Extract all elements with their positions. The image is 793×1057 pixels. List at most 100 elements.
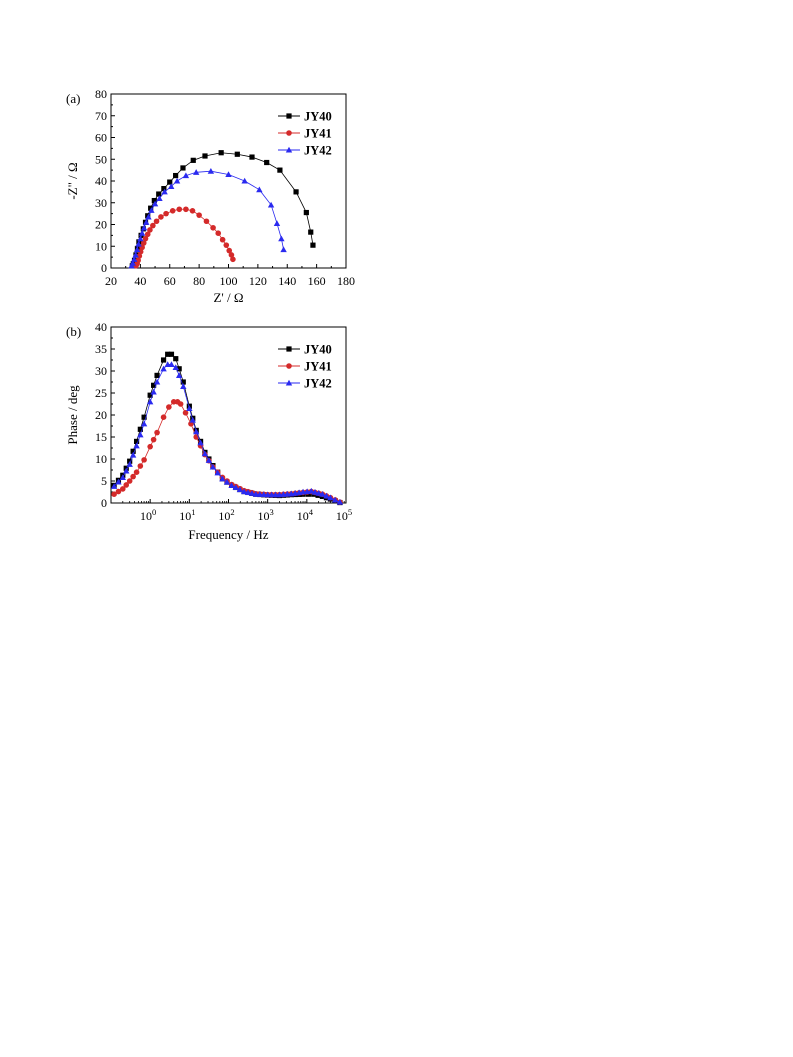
x-tick-label: 160 [308,274,326,288]
series-line-jy40 [131,152,314,266]
series-jy40 [129,150,316,269]
data-point [133,442,140,449]
data-point [141,414,147,420]
x-tick-label: 104 [297,507,314,523]
data-point [230,256,236,263]
data-point [277,167,283,173]
data-point [135,240,142,247]
x-tick-label: 140 [278,274,296,288]
data-point [137,426,143,432]
data-point [214,469,221,476]
data-point [267,201,275,208]
data-point [150,388,157,395]
x-tick-label: 120 [249,274,267,288]
data-point [115,478,122,485]
data-point [223,478,231,485]
data-point [140,224,148,231]
data-point [183,206,189,213]
data-point [219,236,226,243]
data-point [202,153,208,159]
x-tick-label: 180 [337,274,355,288]
data-point [193,428,200,435]
data-point [119,486,126,492]
data-point [146,398,154,405]
y-tick-label: 80 [95,87,107,101]
data-point [133,438,140,444]
data-point [203,218,210,225]
data-point [119,474,126,481]
data-point [240,488,248,495]
x-tick-label: 105 [336,507,352,523]
data-point [137,431,144,438]
y-tick-label: 70 [95,109,107,123]
data-point [173,177,181,184]
panel-a-y-axis-label: -Z" / Ω [65,162,80,199]
panel-a-series [128,150,316,269]
data-point [140,240,147,246]
panel-b-y-axis-label: Phase / deg [65,385,80,445]
y-tick-label: 25 [95,386,107,400]
panel-a-legend: JY40 JY41 JY42 [278,110,332,158]
series-jy42 [110,361,344,505]
data-point [147,443,153,450]
data-point [182,410,189,416]
y-tick-label: 15 [95,430,107,444]
series-line-jy41 [113,401,341,503]
data-point [147,227,153,233]
y-tick-label: 50 [95,152,107,166]
data-point [248,490,256,496]
data-point [215,230,222,236]
data-point [331,496,339,503]
series-jy42 [128,168,287,269]
data-point [168,183,175,189]
data-point [148,207,155,213]
legend-marker [285,379,293,386]
data-point [168,351,175,357]
data-point [234,151,240,157]
data-point [244,489,252,495]
y-tick-label: 30 [95,364,107,378]
data-point [278,235,285,242]
legend-label-jy42: JY42 [304,377,332,391]
data-point [201,450,209,457]
data-point [303,209,309,216]
data-point [126,478,133,484]
panel-b-axis-ticks: 0 5 10 15 20 25 30 35 40 100 101 102 103 104 105 [95,320,352,523]
data-point [115,488,122,495]
data-point [241,177,248,184]
data-point [175,372,183,378]
data-point [161,186,167,192]
data-point [132,251,139,258]
data-point [189,207,196,214]
legend-marker [286,363,292,369]
legend-marker [285,146,293,153]
data-point [137,235,144,242]
x-tick-label: 80 [193,274,205,288]
data-point [160,365,167,372]
data-point [133,469,140,476]
y-tick-label: 40 [95,174,107,188]
x-tick-label: 40 [134,274,146,288]
data-point [156,191,162,197]
legend-label-jy41: JY41 [304,360,332,374]
x-tick-label: 102 [218,507,234,523]
data-point [150,222,156,229]
data-point [176,206,183,213]
data-point [123,482,130,488]
data-point [249,154,255,160]
data-point [190,157,196,163]
data-point [260,491,267,498]
data-point [154,372,160,378]
data-point [223,242,230,248]
data-point [280,246,287,253]
data-point [323,492,330,499]
panel-b-series [110,351,344,506]
panel-a-x-axis-label: Z' / Ω [213,290,243,305]
data-point [293,189,299,195]
y-tick-label: 20 [95,408,107,422]
data-point [327,494,334,501]
data-point [158,214,164,220]
data-point [145,213,152,220]
data-point [160,414,167,421]
data-point [153,218,160,225]
